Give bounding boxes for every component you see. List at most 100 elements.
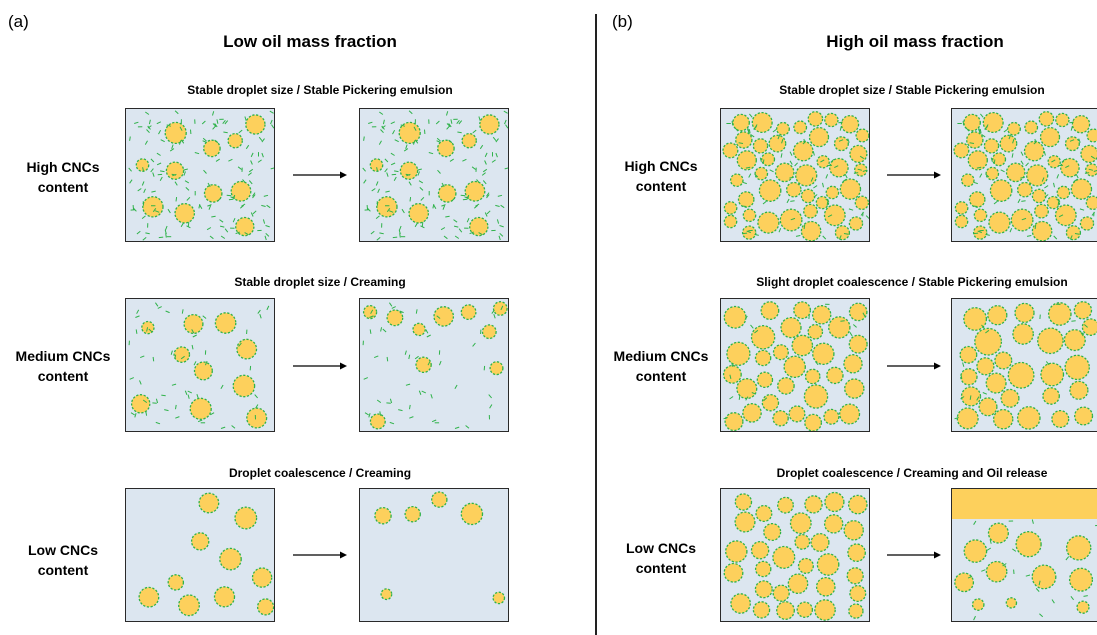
cnc-rod (1090, 155, 1096, 160)
oil-droplet (963, 539, 988, 563)
cnc-rod (409, 197, 412, 202)
cnc-rod (379, 411, 382, 416)
oil-droplet (230, 180, 252, 202)
cnc-rod (174, 110, 179, 115)
oil-droplet (737, 191, 755, 208)
cnc-rod (148, 119, 151, 125)
cnc-rod (479, 144, 484, 150)
cnc-rod (390, 121, 396, 125)
oil-droplet (1016, 181, 1033, 198)
cnc-rod (812, 151, 815, 156)
cnc-rod (962, 121, 965, 126)
cnc-rod (270, 167, 274, 170)
oil-droplet (461, 132, 477, 149)
oil-droplet (823, 514, 844, 534)
oil-droplet (787, 573, 809, 595)
cnc-rod (1009, 228, 1013, 233)
cnc-rod (135, 329, 138, 334)
cnc-rod (238, 342, 242, 347)
cnc-rod (374, 355, 379, 359)
cnc-rod (1021, 217, 1027, 221)
cnc-rod (175, 197, 178, 202)
row-label-line1: Medium CNCs (613, 348, 709, 364)
cnc-rod (142, 167, 145, 172)
cnc-rod (960, 396, 965, 400)
row-label-line2: content (635, 368, 687, 384)
cnc-rod (265, 225, 270, 228)
oil-droplet (723, 214, 738, 229)
oil-droplet (412, 322, 426, 337)
oil-droplet (725, 540, 748, 563)
oil-droplet (256, 598, 274, 616)
oil-droplet (142, 196, 164, 218)
cnc-rod (462, 158, 467, 162)
panel-a-row1-after-box (359, 108, 509, 242)
cnc-rod (790, 200, 795, 202)
right-arrow-icon (887, 171, 941, 179)
cnc-rod (751, 392, 756, 395)
panel-a-row3-label: Low CNCs content (8, 540, 118, 580)
cnc-rod (977, 127, 981, 132)
cnc-rod (484, 152, 488, 158)
oil-droplet (213, 586, 236, 608)
cnc-rod (257, 159, 262, 163)
cnc-rod (825, 198, 830, 203)
oil-droplet (1023, 140, 1045, 162)
oil-droplet (236, 338, 258, 360)
cnc-rod (184, 180, 190, 184)
cnc-rod (982, 392, 987, 395)
panel-b-row1-label: High CNCs content (606, 156, 716, 196)
oil-droplet (174, 202, 196, 224)
cnc-rod (430, 394, 433, 399)
oil-droplet (431, 491, 448, 508)
oil-droplet (1039, 126, 1061, 148)
oil-droplet (1065, 225, 1082, 241)
oil-droplet (954, 572, 975, 593)
cnc-rod (834, 165, 839, 169)
cnc-rod (420, 196, 425, 201)
cnc-rod (1073, 178, 1078, 183)
cnc-rod (810, 177, 814, 182)
cnc-rod (169, 148, 175, 152)
oil-droplet (1064, 136, 1080, 152)
cnc-rod (136, 309, 140, 314)
cnc-rod (399, 225, 402, 231)
oil-droplet (972, 225, 988, 240)
cnc-rod (978, 128, 981, 134)
oil-droplet (982, 111, 1004, 134)
oil-droplet (959, 345, 978, 364)
cnc-rod (381, 125, 385, 130)
cnc-rod (977, 230, 982, 234)
oil-droplet (761, 152, 776, 167)
cnc-rod (193, 361, 197, 366)
cnc-rod (464, 196, 469, 199)
cnc-rod (499, 225, 504, 228)
cnc-rod (813, 194, 818, 198)
cnc-rod (216, 119, 219, 124)
cnc-rod (795, 235, 801, 237)
oil-droplet (1060, 157, 1080, 178)
cnc-rod (984, 125, 989, 130)
cnc-rod (406, 173, 411, 177)
oil-droplet (967, 150, 988, 171)
oil-droplet (750, 540, 770, 560)
cnc-rod (261, 204, 266, 207)
cnc-rod (186, 225, 191, 229)
oil-droplet (245, 114, 266, 135)
cnc-rod (134, 121, 139, 124)
cnc-rod (822, 235, 827, 240)
oil-droplet (251, 567, 273, 588)
oil-droplet (460, 502, 484, 526)
cnc-rod (750, 324, 754, 329)
cnc-rod (212, 123, 217, 127)
cnc-rod (433, 204, 437, 210)
cnc-rod (981, 324, 985, 329)
cnc-rod (1074, 233, 1080, 235)
cnc-rod (152, 172, 155, 177)
cnc-rod (171, 144, 174, 149)
cnc-rod (499, 232, 504, 237)
cnc-rod (456, 119, 460, 125)
cnc-rod (257, 309, 261, 314)
cnc-rod (414, 355, 419, 360)
cnc-rod (976, 396, 980, 401)
